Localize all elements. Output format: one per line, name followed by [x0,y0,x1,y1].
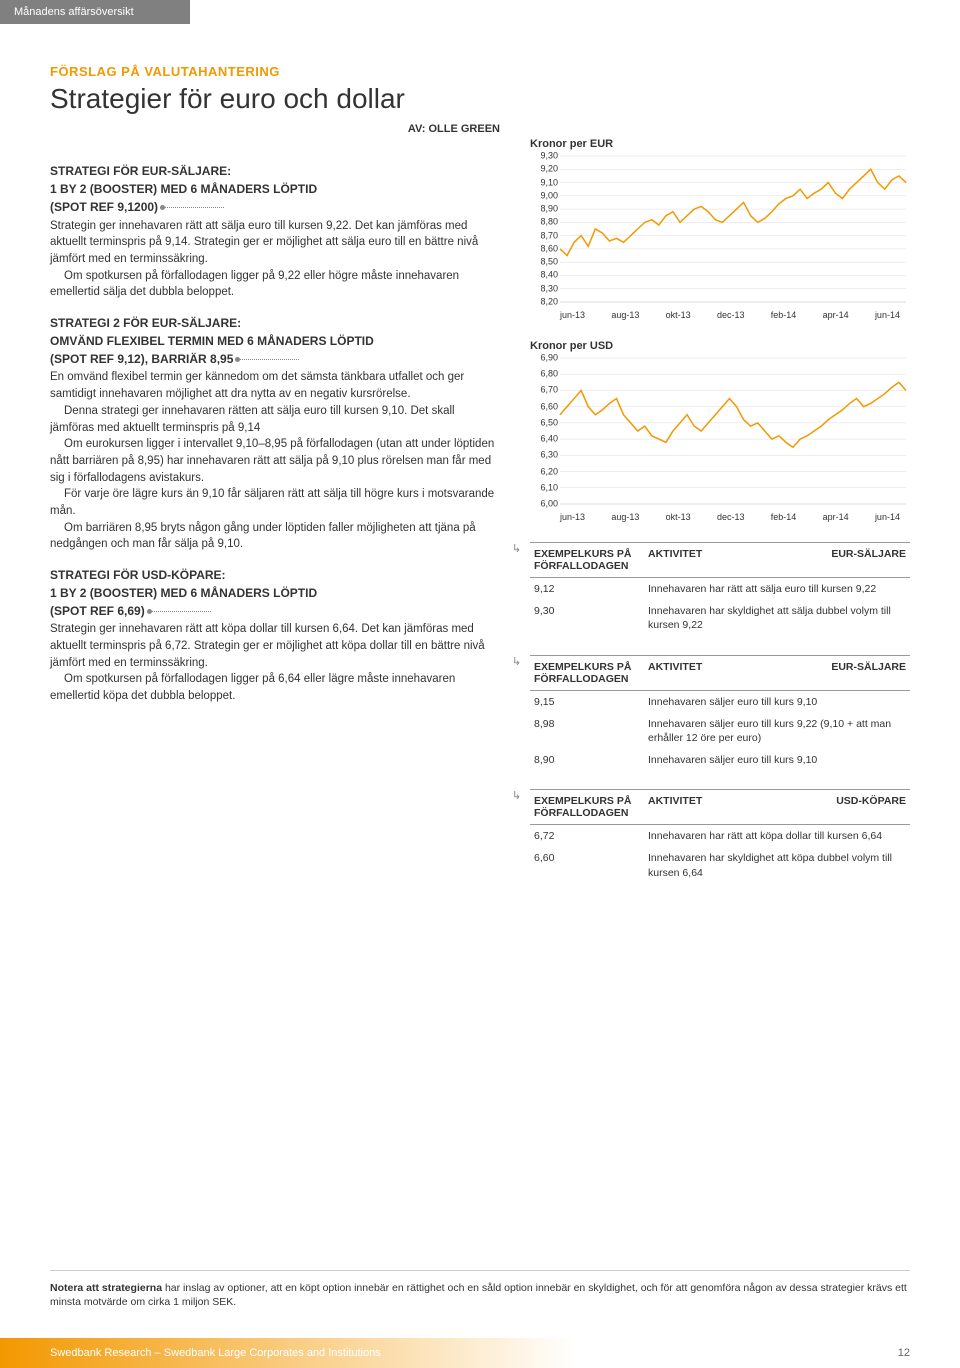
page-title: Strategier för euro och dollar [50,83,500,115]
strategy3-p1: Strategin ger innehavaren rätt att köpa … [50,621,500,671]
strategy3-h3: (SPOT REF 6,69) [50,603,500,619]
strategy3-p2: Om spotkursen på förfallodagen ligger på… [50,671,500,704]
example-table-1: ↳ EXEMPELKURS PÅ FÖRFALLODAGENAKTIVITETE… [530,542,910,637]
strategy3-h2: 1 BY 2 (BOOSTER) MED 6 MÅNADERS LÖPTID [50,585,500,601]
kicker: FÖRSLAG PÅ VALUTAHANTERING [50,64,500,79]
chart-usd-title: Kronor per USD [530,340,910,352]
example-table-3: ↳ EXEMPELKURS PÅ FÖRFALLODAGENAKTIVITETU… [530,789,910,884]
strategy3-spotref: (SPOT REF 6,69) [50,603,145,619]
arrow-icon: ↳ [512,655,521,668]
strategy2-h2: OMVÄND FLEXIBEL TERMIN MED 6 MÅNADERS LÖ… [50,333,500,349]
strategy1-p1: Strategin ger innehavaren rätt att sälja… [50,218,500,268]
strategy2-p1: En omvänd flexibel termin ger kännedom o… [50,369,500,402]
chart-usd-xaxis: jun-13aug-13okt-13dec-13feb-14apr-14jun-… [560,512,900,522]
chart-eur-title: Kronor per EUR [530,138,910,150]
arrow-icon: ↳ [512,542,521,555]
page-number: 12 [898,1347,910,1359]
strategy2-p4: För varje öre lägre kurs än 9,10 får säl… [50,486,500,519]
footer: Swedbank Research – Swedbank Large Corpo… [0,1338,960,1368]
byline: AV: OLLE GREEN [50,123,500,135]
footnote: Notera att strategierna har inslag av op… [50,1270,910,1310]
arrow-icon [164,207,224,208]
strategy1-h2: 1 BY 2 (BOOSTER) MED 6 MÅNADERS LÖPTID [50,181,500,197]
header-breadcrumb: Månadens affärsöversikt [0,0,190,24]
strategy1-body: Strategin ger innehavaren rätt att sälja… [50,218,500,301]
strategy2-h3: (SPOT REF 9,12), BARRIÄR 8,95 [50,351,500,367]
strategy2-p5: Om barriären 8,95 bryts någon gång under… [50,520,500,553]
chart-eur: 9,309,209,109,008,908,808,708,608,508,40… [530,154,910,304]
strategy1-h3: (SPOT REF 9,1200) [50,199,500,215]
footer-text: Swedbank Research – Swedbank Large Corpo… [50,1347,381,1359]
strategy1-p2: Om spotkursen på förfallodagen ligger på… [50,268,500,301]
chart-usd: 6,906,806,706,606,506,406,306,206,106,00 [530,356,910,506]
strategy2-h1: STRATEGI 2 FÖR EUR-SÄLJARE: [50,315,500,331]
example-table-2: ↳ EXEMPELKURS PÅ FÖRFALLODAGENAKTIVITETE… [530,655,910,772]
strategy3-h1: STRATEGI FÖR USD-KÖPARE: [50,567,500,583]
strategy1-h1: STRATEGI FÖR EUR-SÄLJARE: [50,163,500,179]
arrow-icon [151,611,211,612]
arrow-icon: ↳ [512,789,521,802]
footnote-text: har inslag av optioner, att en köpt opti… [50,1282,907,1309]
strategy1-spotref: (SPOT REF 9,1200) [50,199,158,215]
strategy2-p3: Om eurokursen ligger i intervallet 9,10–… [50,436,500,486]
footnote-bold: Notera att strategierna [50,1282,162,1294]
chart-eur-xaxis: jun-13aug-13okt-13dec-13feb-14apr-14jun-… [560,310,900,320]
strategy3-body: Strategin ger innehavaren rätt att köpa … [50,621,500,704]
strategy2-body: En omvänd flexibel termin ger kännedom o… [50,369,500,552]
arrow-icon [239,359,299,360]
strategy2-p2: Denna strategi ger innehavaren rätten at… [50,403,500,436]
strategy2-spotref: (SPOT REF 9,12), BARRIÄR 8,95 [50,351,233,367]
